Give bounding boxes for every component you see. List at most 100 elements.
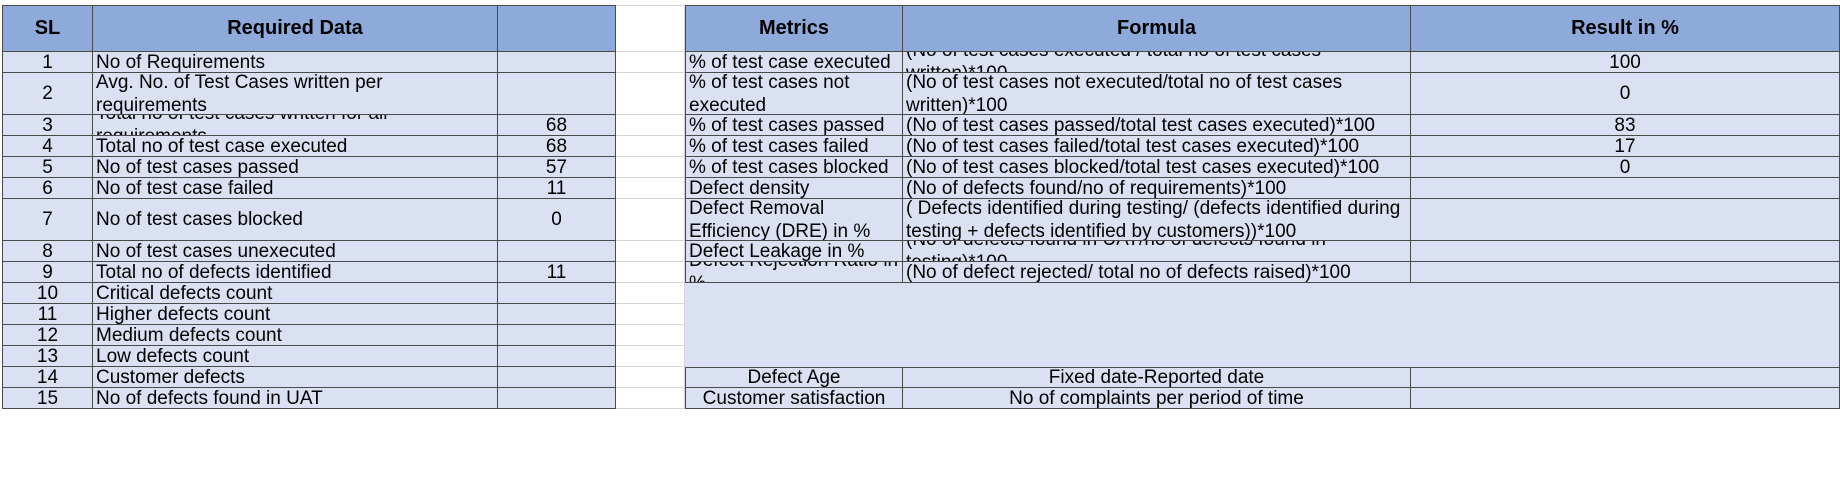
spacer-cell[interactable] [616,283,685,304]
formula-cell[interactable]: ( Defects identified during testing/ (de… [903,199,1411,241]
required-data-cell[interactable]: No of test cases blocked [93,199,498,241]
spacer-cell[interactable] [616,388,685,409]
header-formula[interactable]: Formula [903,5,1411,52]
value-cell[interactable]: 68 [498,136,616,157]
metric-cell[interactable]: % of test cases passed [685,115,903,136]
value-cell[interactable] [498,325,616,346]
value-cell[interactable] [498,304,616,325]
required-data-cell[interactable]: Higher defects count [93,304,498,325]
value-cell[interactable] [498,73,616,115]
sl-cell[interactable]: 6 [2,178,93,199]
sl-cell[interactable]: 13 [2,346,93,367]
sl-cell[interactable]: 8 [2,241,93,262]
header-sl[interactable]: SL [2,5,93,52]
spacer-cell[interactable] [616,241,685,262]
metric-cell[interactable]: Defect Rejection Ratio in % [685,262,903,283]
sl-cell[interactable]: 3 [2,115,93,136]
metric-cell[interactable]: Defect density [685,178,903,199]
required-data-cell[interactable]: No of test cases unexecuted [93,241,498,262]
metric-cell[interactable]: % of test case executed [685,52,903,73]
value-cell[interactable] [498,52,616,73]
formula-cell[interactable]: (No of defects found/no of requirements)… [903,178,1411,199]
sl-cell[interactable]: 5 [2,157,93,178]
result-cell[interactable] [1411,178,1840,199]
spacer-cell[interactable] [616,325,685,346]
header-required-data[interactable]: Required Data [93,5,498,52]
spacer-cell[interactable] [616,304,685,325]
metric-cell[interactable]: % of test cases blocked [685,157,903,178]
metric-cell[interactable]: % of test cases not executed [685,73,903,115]
value-cell[interactable]: 68 [498,115,616,136]
value-cell[interactable]: 57 [498,157,616,178]
header-result[interactable]: Result in % [1411,5,1840,52]
result-cell[interactable]: 0 [1411,73,1840,115]
value-cell[interactable]: 11 [498,178,616,199]
spacer-cell[interactable] [616,199,685,241]
spacer-cell[interactable] [616,178,685,199]
sl-cell[interactable]: 2 [2,73,93,115]
spacer-cell[interactable] [616,73,685,115]
sl-cell[interactable]: 11 [2,304,93,325]
sl-cell[interactable]: 15 [2,388,93,409]
value-cell[interactable] [498,367,616,388]
formula-cell[interactable]: (No of defects found in UAT/no of defect… [903,241,1411,262]
sl-cell[interactable]: 9 [2,262,93,283]
value-cell[interactable] [498,241,616,262]
sl-cell[interactable]: 4 [2,136,93,157]
metric-cell[interactable]: % of test cases failed [685,136,903,157]
spacer-cell[interactable] [616,5,685,52]
spacer-cell[interactable] [616,367,685,388]
required-data-cell[interactable]: No of defects found in UAT [93,388,498,409]
formula-cell[interactable]: (No of test cases passed/total test case… [903,115,1411,136]
spacer-cell[interactable] [616,115,685,136]
spacer-cell[interactable] [616,346,685,367]
spacer-cell[interactable] [616,52,685,73]
required-data-cell[interactable]: Customer defects [93,367,498,388]
required-data-cell[interactable]: No of test cases passed [93,157,498,178]
result-cell[interactable] [1411,241,1840,262]
required-data-cell[interactable]: Avg. No. of Test Cases written per requi… [93,73,498,115]
result-cell[interactable] [1411,388,1840,409]
result-cell[interactable]: 83 [1411,115,1840,136]
sl-cell[interactable]: 14 [2,367,93,388]
header-value[interactable] [498,5,616,52]
metric-cell[interactable]: Defect Age [685,367,903,388]
result-cell[interactable]: 0 [1411,157,1840,178]
formula-cell[interactable]: (No of test cases not executed/total no … [903,73,1411,115]
value-cell[interactable]: 11 [498,262,616,283]
required-data-cell[interactable]: Total no of test cases written for all r… [93,115,498,136]
formula-cell[interactable]: No of complaints per period of time [903,388,1411,409]
sl-cell[interactable]: 10 [2,283,93,304]
metric-cell[interactable]: Defect Removal Efficiency (DRE) in % [685,199,903,241]
value-cell[interactable] [498,388,616,409]
sl-cell[interactable]: 12 [2,325,93,346]
header-metrics[interactable]: Metrics [685,5,903,52]
sl-cell[interactable]: 1 [2,52,93,73]
value-cell[interactable] [498,283,616,304]
required-data-cell[interactable]: No of Requirements [93,52,498,73]
formula-cell[interactable]: Fixed date-Reported date [903,367,1411,388]
metric-cell[interactable]: Defect Leakage in % [685,241,903,262]
result-cell[interactable]: 100 [1411,52,1840,73]
sl-cell[interactable]: 7 [2,199,93,241]
formula-cell[interactable]: (No of defect rejected/ total no of defe… [903,262,1411,283]
formula-cell[interactable]: (No of test cases executed / total no of… [903,52,1411,73]
result-cell[interactable] [1411,199,1840,241]
value-cell[interactable] [498,346,616,367]
spacer-cell[interactable] [616,157,685,178]
formula-cell[interactable]: (No of test cases failed/total test case… [903,136,1411,157]
required-data-cell[interactable]: Critical defects count [93,283,498,304]
required-data-cell[interactable]: Total no of defects identified [93,262,498,283]
metric-cell[interactable]: Customer satisfaction [685,388,903,409]
result-cell[interactable] [1411,262,1840,283]
required-data-cell[interactable]: No of test case failed [93,178,498,199]
required-data-cell[interactable]: Total no of test case executed [93,136,498,157]
value-cell[interactable]: 0 [498,199,616,241]
required-data-cell[interactable]: Medium defects count [93,325,498,346]
result-cell[interactable] [1411,367,1840,388]
spacer-cell[interactable] [616,262,685,283]
required-data-cell[interactable]: Low defects count [93,346,498,367]
result-cell[interactable]: 17 [1411,136,1840,157]
spacer-cell[interactable] [616,136,685,157]
formula-cell[interactable]: (No of test cases blocked/total test cas… [903,157,1411,178]
